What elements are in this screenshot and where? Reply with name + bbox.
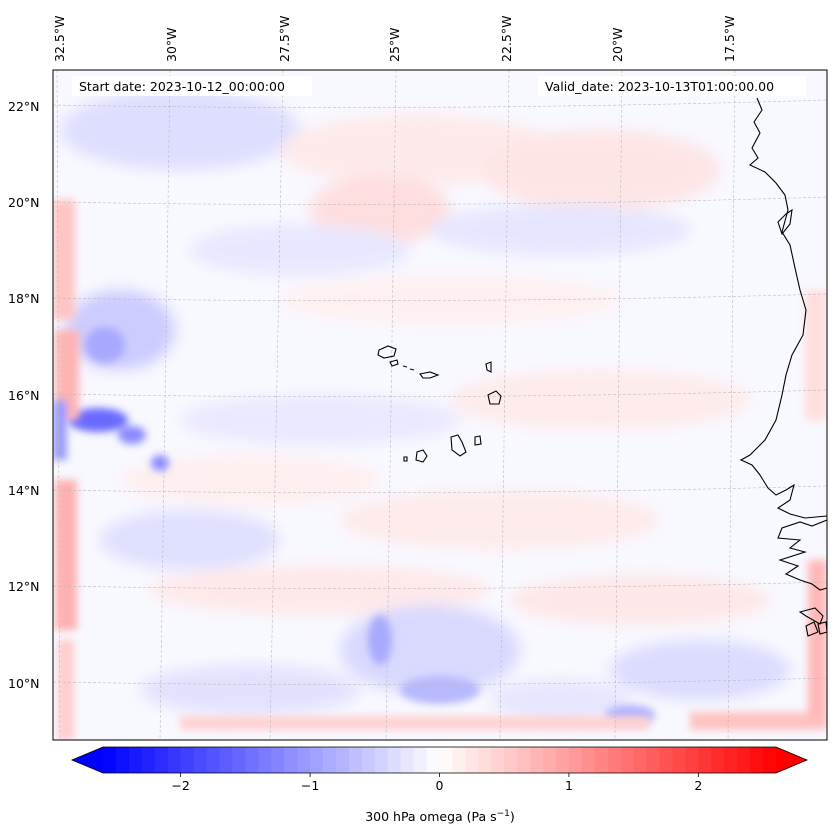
lon-label: 22.5°W bbox=[499, 16, 514, 62]
lon-label: 27.5°W bbox=[277, 16, 292, 62]
colorbar-segment bbox=[141, 747, 156, 773]
lat-label: 10°N bbox=[8, 676, 40, 691]
colorbar-tick-label: −1 bbox=[301, 778, 319, 793]
colorbar-segment bbox=[167, 747, 182, 773]
lat-label: 14°N bbox=[8, 483, 40, 498]
colorbar-segment bbox=[555, 747, 570, 773]
colorbar-min-extend bbox=[72, 747, 103, 773]
map-panel bbox=[52, 69, 828, 741]
african-coastline bbox=[739, 97, 828, 637]
valid-date-label: Valid_date: 2023-10-13T01:00:00.00 bbox=[545, 79, 774, 94]
lon-label: 17.5°W bbox=[722, 16, 737, 62]
colorbar-segment bbox=[750, 747, 764, 773]
colorbar-max-extend bbox=[776, 747, 807, 773]
colorbar-segment bbox=[400, 747, 415, 773]
colorbar-segment bbox=[361, 747, 376, 773]
colorbar-segment bbox=[297, 747, 311, 773]
colorbar-segment bbox=[517, 747, 531, 773]
colorbar-tick-label: 1 bbox=[565, 778, 573, 793]
colorbar-segment bbox=[310, 747, 324, 773]
colorbar-segment bbox=[711, 747, 725, 773]
colorbar-segment bbox=[271, 747, 285, 773]
colorbar-segment bbox=[374, 747, 389, 773]
colorbar-segment bbox=[620, 747, 635, 773]
start-date-box: Start date: 2023-10-12_00:00:00 bbox=[72, 76, 312, 96]
colorbar-ticks: −2 −1 0 1 2 bbox=[171, 773, 702, 793]
gridlines bbox=[53, 70, 827, 740]
colorbar-segment bbox=[128, 747, 143, 773]
colorbar-segment bbox=[724, 747, 738, 773]
cape-verde-islands bbox=[377, 345, 502, 463]
colorbar-segment bbox=[103, 747, 117, 773]
colorbar-tick-label: 0 bbox=[436, 778, 444, 793]
colorbar-segment bbox=[737, 747, 751, 773]
lat-label: 22°N bbox=[8, 99, 40, 114]
colorbar-segment bbox=[646, 747, 661, 773]
colorbar-segment bbox=[594, 747, 609, 773]
lon-label: 32.5°W bbox=[52, 16, 67, 62]
colorbar-tick-label: 2 bbox=[694, 778, 702, 793]
colorbar-segment bbox=[219, 747, 234, 773]
lon-label: 20°W bbox=[610, 27, 625, 62]
colorbar-segment bbox=[581, 747, 596, 773]
colorbar-segment bbox=[439, 747, 454, 773]
colorbar-segment bbox=[478, 747, 492, 773]
colorbar-segment bbox=[193, 747, 208, 773]
colorbar-segment bbox=[452, 747, 466, 773]
colorbar-segment bbox=[284, 747, 298, 773]
colorbar-segment bbox=[543, 747, 557, 773]
colorbar-segment bbox=[465, 747, 479, 773]
colorbar-segment bbox=[607, 747, 622, 773]
latitude-labels: 22°N 20°N 18°N 16°N 14°N 12°N 10°N bbox=[8, 99, 40, 691]
colorbar-title: 300 hPa omega (Pa s−1) bbox=[365, 809, 515, 824]
colorbar-segment bbox=[672, 747, 686, 773]
colorbar-segment bbox=[633, 747, 648, 773]
lat-label: 16°N bbox=[8, 388, 40, 403]
colorbar-segment bbox=[323, 747, 337, 773]
colorbar-segment bbox=[245, 747, 259, 773]
colorbar-segment bbox=[232, 747, 246, 773]
colorbar-segment bbox=[763, 747, 777, 773]
colorbar-segments bbox=[103, 747, 777, 773]
valid-date-box: Valid_date: 2023-10-13T01:00:00.00 bbox=[538, 76, 806, 96]
omega-field bbox=[53, 90, 827, 740]
colorbar-segment bbox=[568, 747, 583, 773]
colorbar-segment bbox=[659, 747, 674, 773]
colorbar-segment bbox=[258, 747, 272, 773]
lat-label: 18°N bbox=[8, 291, 40, 306]
colorbar: −2 −1 0 1 2 300 hPa omega (Pa s−1) bbox=[70, 746, 809, 824]
colorbar-segment bbox=[698, 747, 712, 773]
colorbar-segment bbox=[206, 747, 221, 773]
map-frame bbox=[52, 69, 828, 741]
colorbar-segment bbox=[348, 747, 363, 773]
colorbar-segment bbox=[530, 747, 544, 773]
lon-label: 25°W bbox=[387, 27, 402, 62]
colorbar-segment bbox=[426, 747, 441, 773]
longitude-labels: 32.5°W 30°W 27.5°W 25°W 22.5°W 20°W 17.5… bbox=[52, 16, 737, 62]
colorbar-segment bbox=[413, 747, 428, 773]
colorbar-outline bbox=[70, 746, 809, 774]
colorbar-segment bbox=[115, 747, 130, 773]
start-date-label: Start date: 2023-10-12_00:00:00 bbox=[79, 79, 285, 94]
lat-label: 12°N bbox=[8, 579, 40, 594]
colorbar-segment bbox=[504, 747, 518, 773]
colorbar-segment bbox=[685, 747, 699, 773]
colorbar-segment bbox=[491, 747, 505, 773]
colorbar-segment bbox=[387, 747, 402, 773]
colorbar-segment bbox=[180, 747, 195, 773]
colorbar-segment bbox=[154, 747, 169, 773]
colorbar-tick-label: −2 bbox=[171, 778, 189, 793]
lat-label: 20°N bbox=[8, 195, 40, 210]
lon-label: 30°W bbox=[164, 27, 179, 62]
colorbar-segment bbox=[335, 747, 350, 773]
